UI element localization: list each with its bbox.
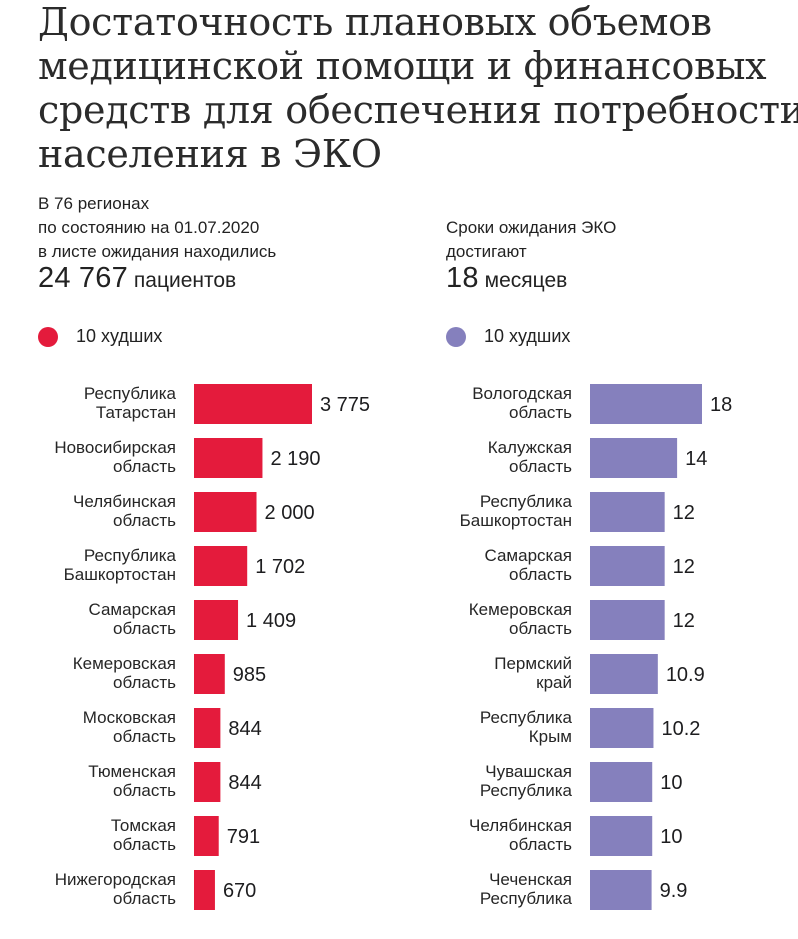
left-category-label: Тюменская область xyxy=(88,762,176,800)
legend-left: 10 худших xyxy=(38,326,162,347)
right-category-label: Чувашская Республика xyxy=(480,762,573,800)
left-bar xyxy=(194,546,248,586)
left-category-label: Челябинская область xyxy=(73,492,176,530)
right-bar xyxy=(590,546,665,586)
right-bar xyxy=(590,654,658,694)
left-bar-value: 985 xyxy=(233,664,266,686)
right-category-label: Республика Башкортостан xyxy=(460,492,573,530)
left-bar xyxy=(194,708,221,748)
left-bar-value: 670 xyxy=(223,880,256,902)
left-stat-line: по состоянию на 01.07.2020 xyxy=(38,218,260,237)
right-bar xyxy=(590,708,654,748)
right-bar xyxy=(590,384,702,424)
right-category-label: Челябинская область xyxy=(469,816,572,854)
right-category-label: Республика Крым xyxy=(480,708,573,746)
title-line: населения в ЭКО xyxy=(38,132,382,176)
right-category-label: Кемеровская область xyxy=(469,600,572,638)
right-category-label: Калужская область xyxy=(488,438,572,476)
right-bar-value: 10 xyxy=(660,826,682,848)
right-bar-value: 10.2 xyxy=(661,718,700,740)
right-stat-total: 18 месяцев xyxy=(446,264,616,294)
right-category-label: Вологодская область xyxy=(472,384,572,422)
left-bar xyxy=(194,762,221,802)
left-bar-value: 844 xyxy=(228,772,261,794)
left-bar-value: 791 xyxy=(227,826,260,848)
right-bar-value: 9.9 xyxy=(660,880,688,902)
left-stat-total: 24 767 пациентов xyxy=(38,264,276,294)
left-bar-value: 1 409 xyxy=(246,610,296,632)
left-bar xyxy=(194,438,263,478)
right-bar-value: 10.9 xyxy=(666,664,705,686)
title-line: медицинской помощи и финансовых xyxy=(38,44,767,88)
right-bar-value: 10 xyxy=(660,772,682,794)
left-category-label: Кемеровская область xyxy=(73,654,176,692)
legend-label-right: 10 худших xyxy=(484,326,571,346)
right-bar-value: 12 xyxy=(673,502,695,524)
wait-months: 18 xyxy=(446,262,479,294)
left-category-label: Московская область xyxy=(83,708,176,746)
legend-dot-right xyxy=(446,326,466,347)
legend-right: 10 худших xyxy=(446,326,570,347)
patients-unit: пациентов xyxy=(133,269,237,292)
left-category-label: Новосибирская область xyxy=(54,438,176,476)
left-bar xyxy=(194,654,225,694)
left-bar-value: 1 702 xyxy=(255,556,305,578)
left-bar xyxy=(194,384,312,424)
right-category-label: Чеченская Республика xyxy=(480,870,573,908)
right-category-label: Пермский край xyxy=(494,654,572,692)
right-bar xyxy=(590,870,652,910)
left-bar-value: 2 190 xyxy=(270,448,320,470)
patients-count: 24 767 xyxy=(38,262,128,294)
left-category-label: Республика Башкортостан xyxy=(64,546,177,584)
title-line: средств для обеспечения потребности xyxy=(38,88,798,132)
right-bar-value: 14 xyxy=(685,448,707,470)
left-category-label: Нижегородская область xyxy=(55,870,176,908)
legend-label-left: 10 худших xyxy=(76,326,163,346)
left-bar xyxy=(194,492,257,532)
left-bar-value: 844 xyxy=(228,718,261,740)
chart-title: Достаточность плановых объемов медицинск… xyxy=(38,0,798,176)
right-bar xyxy=(590,438,678,478)
right-bar xyxy=(590,492,665,532)
right-bar xyxy=(590,600,665,640)
legend-dot-left xyxy=(38,326,58,347)
left-bar-value: 2 000 xyxy=(265,502,315,524)
right-category-label: Самарская область xyxy=(485,546,573,584)
right-bar-value: 18 xyxy=(710,394,732,416)
right-bar xyxy=(590,762,653,802)
left-bar xyxy=(194,600,239,640)
left-category-label: Республика Татарстан xyxy=(84,384,177,422)
left-category-label: Томская область xyxy=(111,816,176,854)
right-bar-value: 12 xyxy=(673,610,695,632)
right-bar xyxy=(590,816,653,856)
right-stat-line: достигают xyxy=(446,242,527,261)
wait-unit: месяцев xyxy=(484,269,568,292)
right-stat: Сроки ожидания ЭКО достигают 18 месяцев xyxy=(446,216,616,294)
left-bar-value: 3 775 xyxy=(320,394,370,416)
left-stat: В 76 регионах по состоянию на 01.07.2020… xyxy=(38,192,276,294)
left-category-label: Самарская область xyxy=(89,600,177,638)
left-bar xyxy=(194,870,215,910)
left-bar xyxy=(194,816,219,856)
right-stat-line: Сроки ожидания ЭКО xyxy=(446,218,617,237)
left-stat-line: В 76 регионах xyxy=(38,194,150,213)
title-line: Достаточность плановых объемов xyxy=(38,0,712,44)
left-stat-line: в листе ожидания находились xyxy=(38,242,277,261)
right-bar-value: 12 xyxy=(673,556,695,578)
